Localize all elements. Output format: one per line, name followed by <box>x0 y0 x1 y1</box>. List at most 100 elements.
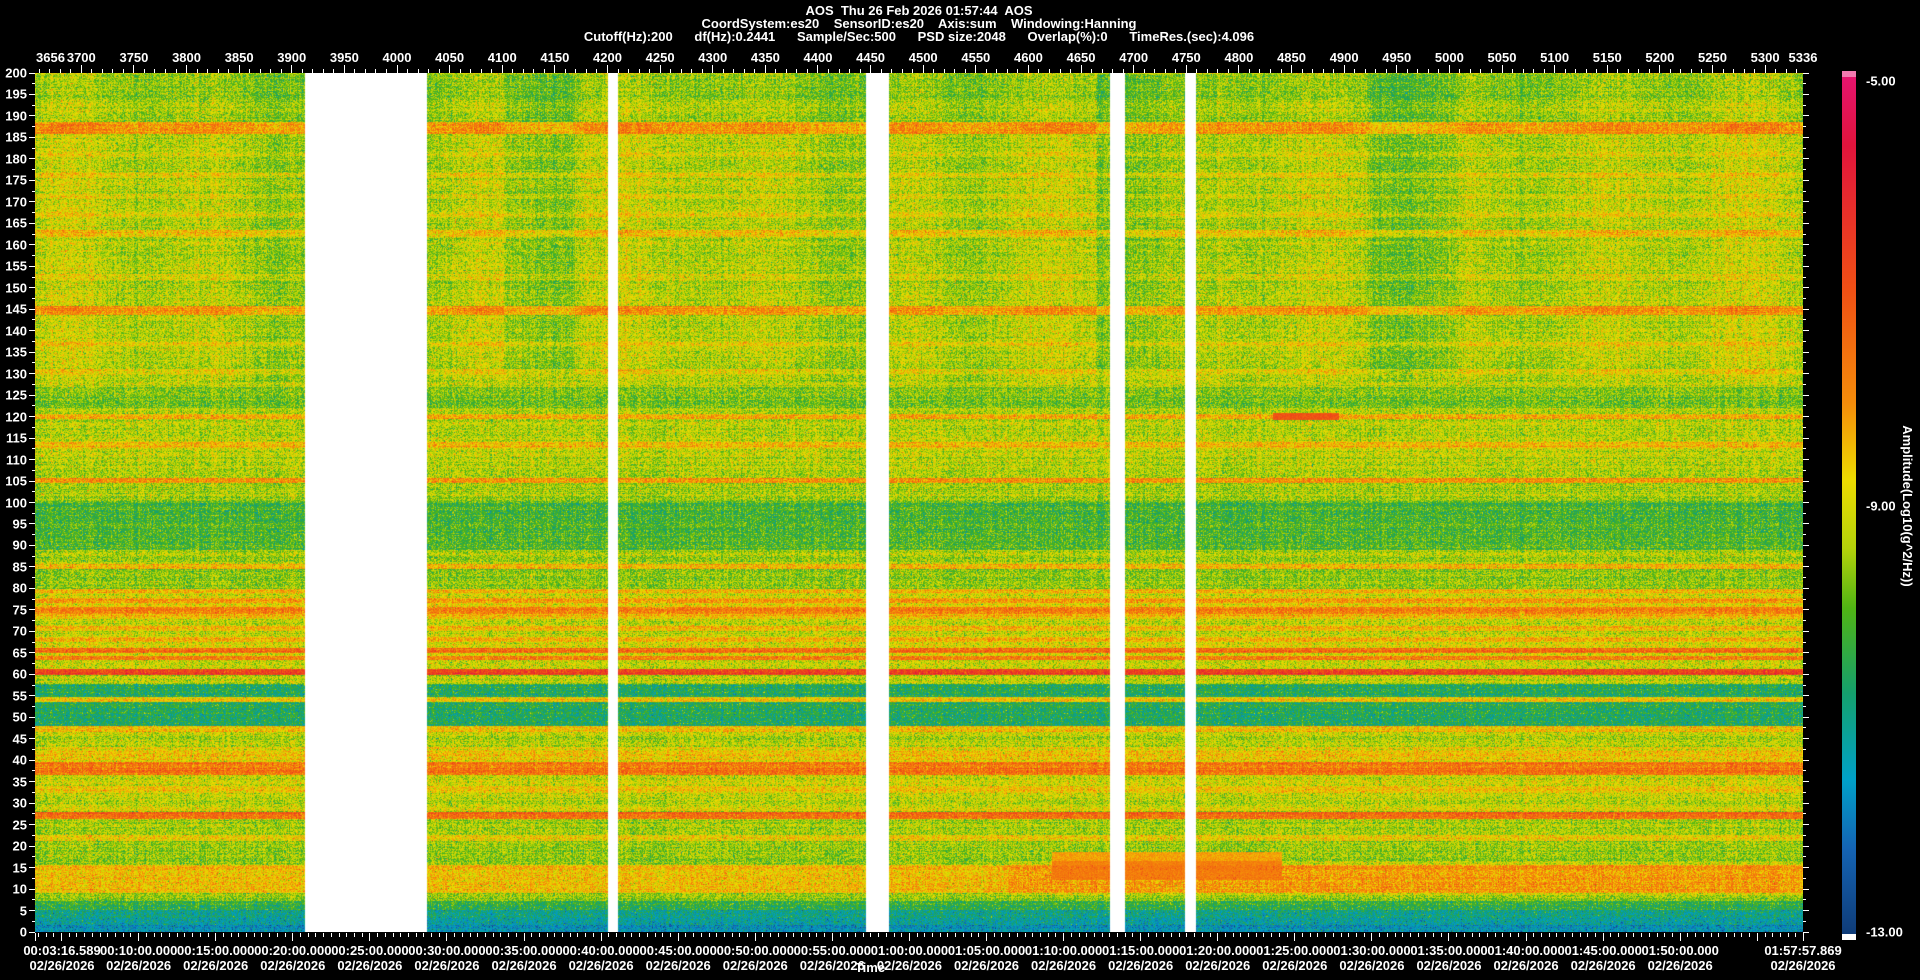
time-tick <box>215 933 217 941</box>
freq-tick-right <box>1803 244 1809 246</box>
time-tick <box>677 933 679 941</box>
time-tick <box>538 933 540 937</box>
freq-tick-right <box>1803 845 1809 847</box>
header-params-line2: Cutoff(Hz):200 df(Hz):0.2441 Sample/Sec:… <box>583 29 1255 44</box>
freq-label: 90 <box>12 537 27 553</box>
top-axis-tick <box>396 65 398 73</box>
freq-tick-right <box>1803 716 1809 718</box>
time-tick <box>1656 933 1658 937</box>
top-axis-tick <box>817 65 819 73</box>
time-tick <box>1787 933 1789 937</box>
time-tick <box>353 933 355 937</box>
freq-tick-right <box>1803 523 1809 525</box>
colorbar-gradient <box>1842 77 1856 934</box>
freq-label: 195 <box>5 86 27 102</box>
time-tick <box>600 933 602 941</box>
time-tick <box>1756 933 1758 941</box>
time-tick <box>801 933 803 937</box>
top-axis-tick <box>1606 65 1608 73</box>
time-tick <box>176 933 178 937</box>
freq-tick-right <box>1803 83 1806 85</box>
time-tick <box>631 933 633 937</box>
time-tick <box>893 933 895 937</box>
time-tick <box>592 933 594 937</box>
freq-tick-right <box>1803 319 1806 321</box>
time-tick <box>1687 933 1689 937</box>
freq-label: 105 <box>5 473 27 489</box>
freq-tick-right <box>1803 308 1809 310</box>
time-tick-edge <box>1802 933 1804 941</box>
time-tick <box>292 933 294 941</box>
freq-label: 15 <box>12 860 27 876</box>
time-tick <box>1764 933 1766 937</box>
time-tick <box>1217 933 1219 941</box>
time-tick <box>939 933 941 937</box>
freq-tick-right <box>1803 72 1809 74</box>
time-tick <box>1533 933 1535 937</box>
freq-label: 65 <box>12 645 27 661</box>
freq-tick-right <box>1803 136 1809 138</box>
top-axis-label: 3750 <box>119 50 149 65</box>
freq-tick-right <box>1803 706 1806 707</box>
top-axis-label: 4000 <box>382 50 412 65</box>
time-tick <box>1078 933 1080 937</box>
time-tick <box>1001 933 1003 937</box>
top-axis-tick <box>291 65 293 73</box>
top-axis-label: 5300 <box>1750 50 1780 65</box>
time-tick <box>932 933 934 937</box>
freq-tick-right <box>1803 910 1809 912</box>
time-tick <box>107 933 109 937</box>
time-tick <box>1171 933 1172 937</box>
top-axis-label: 4550 <box>961 50 991 65</box>
time-tick <box>908 933 910 941</box>
time-tick <box>831 933 833 941</box>
time-tick <box>669 933 671 937</box>
time-tick <box>1579 933 1581 937</box>
freq-tick-right <box>1803 383 1806 385</box>
time-tick <box>1063 933 1065 941</box>
freq-tick-right <box>1803 834 1806 836</box>
top-axis-tick <box>606 65 608 73</box>
freq-tick-right <box>1803 695 1809 697</box>
freq-label: 150 <box>5 280 27 296</box>
time-tick <box>168 933 170 937</box>
time-tick <box>1725 933 1727 937</box>
time-tick <box>1625 933 1627 937</box>
date-label: 02/26/2026 <box>106 958 172 973</box>
time-tick <box>1540 933 1542 937</box>
time-tick <box>1178 933 1180 937</box>
time-tick <box>115 933 117 937</box>
time-tick <box>230 933 232 937</box>
time-tick <box>1517 933 1519 937</box>
time-tick <box>1355 933 1357 937</box>
time-tick <box>1047 933 1049 937</box>
time-tick <box>1163 933 1165 937</box>
top-axis-label: 3900 <box>277 50 307 65</box>
colorbar-max-label: -5.00 <box>1866 73 1896 89</box>
time-tick <box>323 933 325 937</box>
time-tick <box>1032 933 1034 937</box>
freq-tick-right <box>1803 931 1809 933</box>
time-tick <box>1294 933 1296 941</box>
time-tick <box>1101 933 1103 937</box>
top-axis-tick <box>659 65 661 73</box>
freq-label: 95 <box>12 516 27 532</box>
time-tick <box>477 933 479 937</box>
time-tick <box>1433 933 1435 937</box>
date-label: 02/26/2026 <box>337 958 403 973</box>
time-tick <box>492 933 494 937</box>
time-tick <box>785 933 787 937</box>
colorbar-over-range-cap <box>1842 71 1856 77</box>
top-axis-label: 3700 <box>66 50 96 65</box>
time-tick <box>1248 933 1250 937</box>
time-tick <box>585 933 587 937</box>
time-tick <box>99 933 101 937</box>
time-tick <box>1440 933 1442 937</box>
time-tick <box>747 933 749 937</box>
freq-tick-right <box>1803 469 1806 471</box>
time-tick <box>1471 933 1473 937</box>
freq-label: 140 <box>5 323 27 339</box>
time-tick <box>307 933 309 937</box>
spectrogram-canvas[interactable] <box>35 73 1803 932</box>
time-tick <box>1309 933 1311 937</box>
